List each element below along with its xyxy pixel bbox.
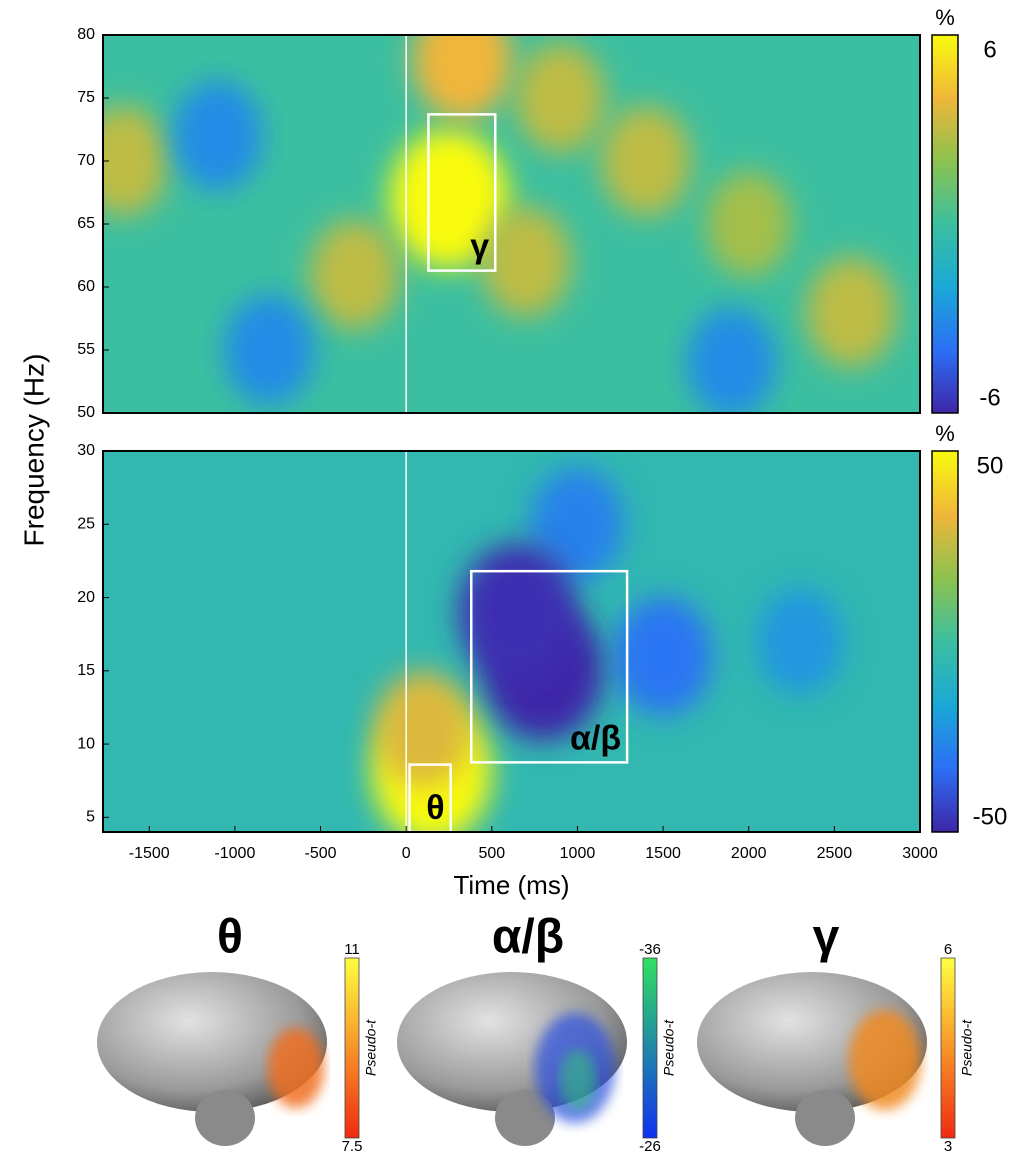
heatmap: [103, 451, 920, 832]
map-colorbar-label: Pseudo-t: [959, 1019, 975, 1076]
y-tick-label: 30: [77, 442, 95, 459]
roi-label: θ: [426, 789, 444, 827]
heatmap-blob: [515, 43, 606, 153]
colorbar: [931, 34, 959, 414]
map-colorbar-max: 6: [944, 941, 952, 958]
heatmap-blob: [458, 543, 577, 681]
map-colorbar-max: 11: [344, 941, 360, 958]
x-tick-label: 2500: [817, 845, 853, 862]
colorbar-tick-label: 50: [977, 452, 1004, 479]
map-colorbar-label: Pseudo-t: [661, 1019, 677, 1076]
y-axis-label: Frequency (Hz): [18, 354, 49, 547]
x-tick-label: -1000: [214, 845, 255, 862]
x-tick-label: -1500: [129, 845, 170, 862]
brain: [795, 1090, 855, 1146]
heatmap-blob: [686, 307, 777, 413]
brain-images: [97, 972, 927, 1146]
plot-frame: [102, 450, 921, 833]
y-tick-label: 60: [77, 278, 95, 295]
roi-label: γ: [470, 228, 489, 266]
y-tick-label: 20: [77, 589, 95, 606]
heatmap-blob: [481, 206, 572, 317]
map-title: α/β: [492, 911, 564, 964]
colorbar-tick-label: -6: [979, 384, 1000, 411]
map-colorbar-max: -36: [639, 941, 661, 958]
colorbar: [931, 450, 959, 833]
brain: [195, 1090, 255, 1146]
heatmap-blob: [172, 80, 263, 191]
activation: [849, 1010, 921, 1110]
x-tick-label: 2000: [731, 845, 767, 862]
heatmap-blob: [224, 295, 315, 405]
heatmap-blob: [806, 257, 897, 368]
map-colorbar: [940, 957, 956, 1139]
map-colorbar-min: -26: [639, 1138, 661, 1155]
heatmap-blob: [375, 671, 472, 788]
y-tick-label: 70: [77, 152, 95, 169]
x-tick-label: 3000: [902, 845, 938, 862]
activation: [560, 1050, 596, 1110]
heatmap-blob: [706, 171, 792, 277]
y-tick-label: 80: [77, 26, 95, 43]
map-colorbar-min: 7.5: [342, 1138, 363, 1155]
y-tick-label: 25: [77, 515, 95, 532]
y-tick-label: 5: [86, 809, 95, 826]
heatmap-blob: [388, 128, 509, 269]
heatmap-blob: [530, 467, 625, 582]
colorbar-tick-label: 6: [983, 36, 996, 63]
x-tick-label: 500: [478, 845, 505, 862]
roi-label: α/β: [570, 719, 621, 757]
map-colorbar: [642, 957, 658, 1139]
x-tick-label: -500: [305, 845, 337, 862]
roi-box: [469, 569, 629, 764]
map-colorbar: [344, 957, 360, 1139]
y-tick-label: 50: [77, 404, 95, 421]
x-tick-label: 0: [402, 845, 411, 862]
map-colorbar-label: Pseudo-t: [363, 1019, 379, 1076]
x-axis-label: Time (ms): [453, 870, 569, 900]
heatmap-blob: [613, 596, 713, 716]
y-tick-label: 75: [77, 89, 95, 106]
map-title: γ: [813, 911, 840, 964]
heatmap-blob: [309, 219, 400, 330]
y-tick-label: 55: [77, 341, 95, 358]
activation: [268, 1028, 324, 1108]
heatmap-blob: [600, 106, 691, 216]
heatmap: [103, 35, 920, 413]
y-tick-label: 15: [77, 662, 95, 679]
roi-box: [427, 113, 497, 272]
colorbar-tick-label: -50: [973, 803, 1008, 830]
map-title: θ: [217, 911, 243, 964]
y-tick-label: 10: [77, 735, 95, 752]
heatmap-blob: [412, 35, 513, 121]
heatmap-blob: [103, 106, 169, 216]
colorbar-label: %: [935, 5, 955, 30]
x-tick-label: 1500: [645, 845, 681, 862]
map-colorbar-min: 3: [944, 1138, 952, 1155]
brain: [495, 1090, 555, 1146]
y-tick-label: 65: [77, 215, 95, 232]
colorbar-label: %: [935, 421, 955, 446]
x-tick-label: 1000: [560, 845, 596, 862]
heatmap-blob: [756, 588, 844, 695]
